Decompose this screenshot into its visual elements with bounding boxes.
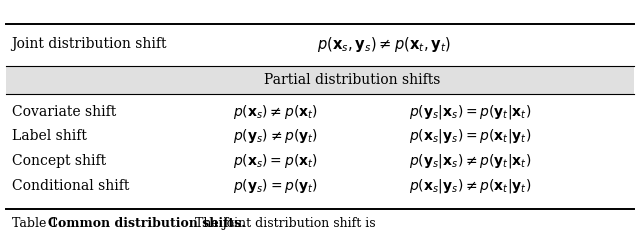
Text: Common distribution shifts.: Common distribution shifts.: [48, 217, 246, 230]
Text: Concept shift: Concept shift: [12, 154, 106, 168]
Text: $p(\mathbf{y}_s|\mathbf{x}_s) = p(\mathbf{y}_t|\mathbf{x}_t)$: $p(\mathbf{y}_s|\mathbf{x}_s) = p(\mathb…: [409, 103, 532, 121]
Text: $p(\mathbf{x}_s) \neq p(\mathbf{x}_t)$: $p(\mathbf{x}_s) \neq p(\mathbf{x}_t)$: [233, 103, 317, 121]
Text: $p(\mathbf{x}_s|\mathbf{y}_s) = p(\mathbf{x}_t|\mathbf{y}_t)$: $p(\mathbf{x}_s|\mathbf{y}_s) = p(\mathb…: [409, 127, 532, 145]
Text: Table 1.: Table 1.: [12, 217, 66, 230]
Text: Joint distribution shift: Joint distribution shift: [12, 37, 167, 51]
Text: The joint distribution shift is: The joint distribution shift is: [191, 217, 375, 230]
Text: $p(\mathbf{x}_s|\mathbf{y}_s) \neq p(\mathbf{x}_t|\mathbf{y}_t)$: $p(\mathbf{x}_s|\mathbf{y}_s) \neq p(\ma…: [409, 177, 532, 195]
Text: Label shift: Label shift: [12, 129, 86, 143]
Text: Covariate shift: Covariate shift: [12, 105, 116, 119]
Text: $p(\mathbf{y}_s) \neq p(\mathbf{y}_t)$: $p(\mathbf{y}_s) \neq p(\mathbf{y}_t)$: [232, 127, 318, 145]
Bar: [6, 66, 634, 94]
Text: Partial distribution shifts: Partial distribution shifts: [264, 73, 440, 87]
Text: Conditional shift: Conditional shift: [12, 179, 129, 193]
Text: $p(\mathbf{x}_s) = p(\mathbf{x}_t)$: $p(\mathbf{x}_s) = p(\mathbf{x}_t)$: [233, 152, 317, 170]
Text: $p(\mathbf{y}_s|\mathbf{x}_s) \neq p(\mathbf{y}_t|\mathbf{x}_t)$: $p(\mathbf{y}_s|\mathbf{x}_s) \neq p(\ma…: [409, 152, 532, 170]
Text: $p(\mathbf{y}_s) = p(\mathbf{y}_t)$: $p(\mathbf{y}_s) = p(\mathbf{y}_t)$: [232, 177, 318, 195]
Text: $p(\mathbf{x}_s, \mathbf{y}_s) \neq p(\mathbf{x}_t, \mathbf{y}_t)$: $p(\mathbf{x}_s, \mathbf{y}_s) \neq p(\m…: [317, 35, 451, 54]
